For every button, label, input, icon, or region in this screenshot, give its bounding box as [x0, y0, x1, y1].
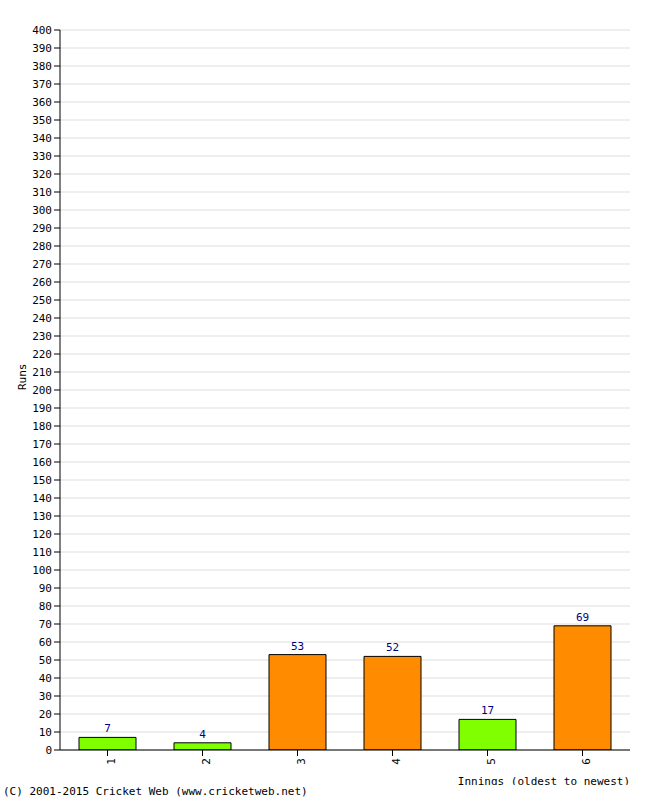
svg-text:52: 52: [386, 641, 399, 654]
svg-text:180: 180: [32, 420, 52, 433]
svg-text:390: 390: [32, 42, 52, 55]
svg-text:40: 40: [39, 672, 52, 685]
svg-text:190: 190: [32, 402, 52, 415]
svg-text:70: 70: [39, 618, 52, 631]
svg-text:330: 330: [32, 150, 52, 163]
svg-text:6: 6: [580, 758, 593, 765]
svg-text:250: 250: [32, 294, 52, 307]
svg-text:200: 200: [32, 384, 52, 397]
svg-text:160: 160: [32, 456, 52, 469]
svg-text:53: 53: [291, 640, 304, 653]
svg-text:69: 69: [576, 611, 589, 624]
svg-text:260: 260: [32, 276, 52, 289]
svg-text:310: 310: [32, 186, 52, 199]
svg-text:270: 270: [32, 258, 52, 271]
svg-text:380: 380: [32, 60, 52, 73]
svg-text:Runs: Runs: [16, 364, 29, 391]
svg-text:130: 130: [32, 510, 52, 523]
svg-text:80: 80: [39, 600, 52, 613]
svg-text:60: 60: [39, 636, 52, 649]
svg-text:4: 4: [390, 758, 403, 765]
svg-text:300: 300: [32, 204, 52, 217]
svg-text:370: 370: [32, 78, 52, 91]
svg-text:30: 30: [39, 690, 52, 703]
svg-text:0: 0: [45, 744, 52, 757]
svg-text:3: 3: [295, 758, 308, 765]
svg-text:17: 17: [481, 704, 494, 717]
svg-text:2: 2: [200, 758, 213, 765]
svg-text:120: 120: [32, 528, 52, 541]
svg-text:320: 320: [32, 168, 52, 181]
svg-text:360: 360: [32, 96, 52, 109]
svg-text:20: 20: [39, 708, 52, 721]
svg-text:Innings (oldest to newest): Innings (oldest to newest): [458, 775, 630, 785]
html-text:(C) 2001-2015 Cricket Web (www: (C) 2001-2015 Cricket Web (www.cricketwe…: [3, 785, 308, 798]
svg-text:7: 7: [104, 722, 111, 735]
svg-text:220: 220: [32, 348, 52, 361]
svg-text:150: 150: [32, 474, 52, 487]
svg-text:100: 100: [32, 564, 52, 577]
svg-text:140: 140: [32, 492, 52, 505]
svg-text:230: 230: [32, 330, 52, 343]
svg-text:280: 280: [32, 240, 52, 253]
svg-text:110: 110: [32, 546, 52, 559]
svg-text:5: 5: [485, 758, 498, 765]
svg-text:170: 170: [32, 438, 52, 451]
svg-text:50: 50: [39, 654, 52, 667]
svg-text:10: 10: [39, 726, 52, 739]
svg-text:340: 340: [32, 132, 52, 145]
svg-text:240: 240: [32, 312, 52, 325]
svg-text:90: 90: [39, 582, 52, 595]
svg-text:290: 290: [32, 222, 52, 235]
svg-text:210: 210: [32, 366, 52, 379]
svg-text:400: 400: [32, 24, 52, 37]
svg-text:1: 1: [105, 758, 118, 765]
svg-text:4: 4: [199, 728, 206, 741]
svg-text:350: 350: [32, 114, 52, 127]
